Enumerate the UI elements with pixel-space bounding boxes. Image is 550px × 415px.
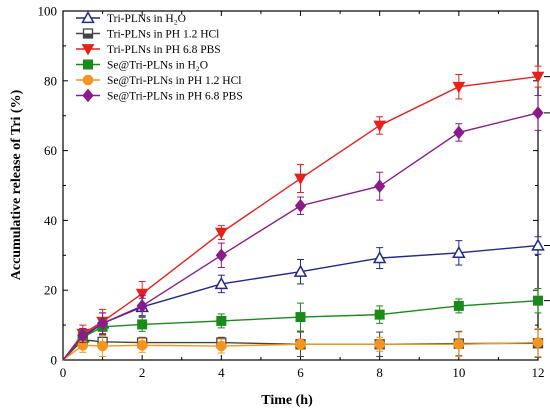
- series-4: [62, 287, 543, 361]
- data-point: [137, 319, 148, 330]
- data-point: [136, 299, 148, 313]
- data-point: [215, 248, 227, 263]
- legend-marker: [81, 10, 95, 24]
- data-point: [373, 120, 387, 133]
- data-point: [453, 338, 465, 350]
- x-axis-label: Time (h): [261, 393, 313, 408]
- data-point: [531, 71, 545, 84]
- data-point: [532, 337, 544, 348]
- data-point: [294, 173, 307, 186]
- data-point: [532, 106, 544, 120]
- bracket-line: [544, 245, 550, 302]
- legend-label: Tri-PLNs in PH 6.8 PBS: [107, 44, 221, 56]
- x-tick-label: 12: [532, 365, 545, 380]
- legend-marker: [82, 28, 94, 39]
- legend-label: Tri-PLNs in H₂O: [107, 13, 186, 25]
- y-tick-label: 40: [44, 213, 57, 228]
- legend-item-1: Tri-PLNs in H₂O: [76, 10, 186, 25]
- data-point: [452, 245, 466, 259]
- legend-item-6: Se@Tri-PLNs in PH 6.8 PBS: [76, 88, 243, 103]
- series-1: [62, 236, 545, 361]
- data-point: [453, 125, 465, 140]
- data-point: [295, 338, 306, 350]
- legend-item-2: Tri-PLNs in PH 1.2 HCl: [76, 28, 219, 41]
- series-layer: [62, 65, 545, 361]
- legend-item-4: Se@Tri-PLNs in H₂O: [76, 59, 208, 72]
- data-point: [135, 288, 149, 301]
- legend-marker: [82, 88, 94, 103]
- data-point: [372, 251, 387, 264]
- y-axis-label: Accumulative release of Tri (%): [9, 89, 24, 280]
- x-tick-label: 0: [60, 365, 67, 380]
- data-point: [294, 198, 307, 213]
- plot-area: 0 2 4 6 8 10 12 0 20 40 60 80 100: [38, 4, 545, 381]
- data-point: [374, 179, 386, 193]
- data-point: [293, 264, 308, 277]
- data-point: [374, 309, 385, 320]
- data-point: [374, 338, 385, 350]
- data-point: [531, 238, 545, 251]
- legend: Tri-PLNs in H₂O Tri-PLNs in PH 1.2 HCl Tri…: [76, 10, 243, 103]
- data-point: [214, 227, 228, 240]
- marker-fill: [83, 33, 93, 38]
- series-6: [62, 94, 544, 361]
- legend-marker: [82, 74, 94, 86]
- y-tick-label: 60: [44, 143, 57, 158]
- data-point: [136, 340, 148, 351]
- significance-bracket-2: **: [544, 245, 550, 302]
- legend-marker: [83, 59, 93, 70]
- x-tick-label: 2: [139, 365, 146, 380]
- legend-label: Se@Tri-PLNs in PH 1.2 HCl: [107, 75, 241, 87]
- legend-item-5: Se@Tri-PLNs in PH 1.2 HCl: [76, 74, 241, 87]
- data-point: [216, 315, 227, 326]
- y-tick-label: 20: [44, 283, 57, 298]
- data-point: [96, 316, 109, 331]
- data-point: [77, 328, 89, 343]
- data-point: [97, 340, 108, 352]
- data-point: [453, 300, 464, 311]
- legend-label: Se@Tri-PLNs in PH 6.8 PBS: [107, 91, 243, 103]
- data-point: [214, 276, 229, 290]
- legend-label: Se@Tri-PLNs in H₂O: [107, 60, 208, 72]
- legend-label: Tri-PLNs in PH 1.2 HCl: [107, 29, 219, 41]
- series-5: [62, 328, 544, 361]
- significance-bracket-1: **: [544, 76, 550, 114]
- data-point: [216, 340, 227, 352]
- y-tick-label: 80: [44, 73, 57, 88]
- x-tick-label: 10: [452, 365, 465, 380]
- x-tick-label: 6: [297, 365, 304, 380]
- legend-item-3: Tri-PLNs in PH 6.8 PBS: [76, 44, 221, 56]
- data-point: [295, 312, 306, 323]
- bracket-line: [544, 76, 550, 114]
- significance-annotations: ** **: [544, 76, 550, 302]
- y-tick-label: 0: [51, 353, 58, 368]
- data-point: [452, 81, 466, 94]
- x-tick-label: 4: [218, 365, 225, 380]
- y-tick-label: 100: [38, 4, 58, 19]
- data-point: [533, 295, 543, 306]
- x-tick-label: 8: [376, 365, 383, 380]
- legend-marker: [81, 44, 95, 56]
